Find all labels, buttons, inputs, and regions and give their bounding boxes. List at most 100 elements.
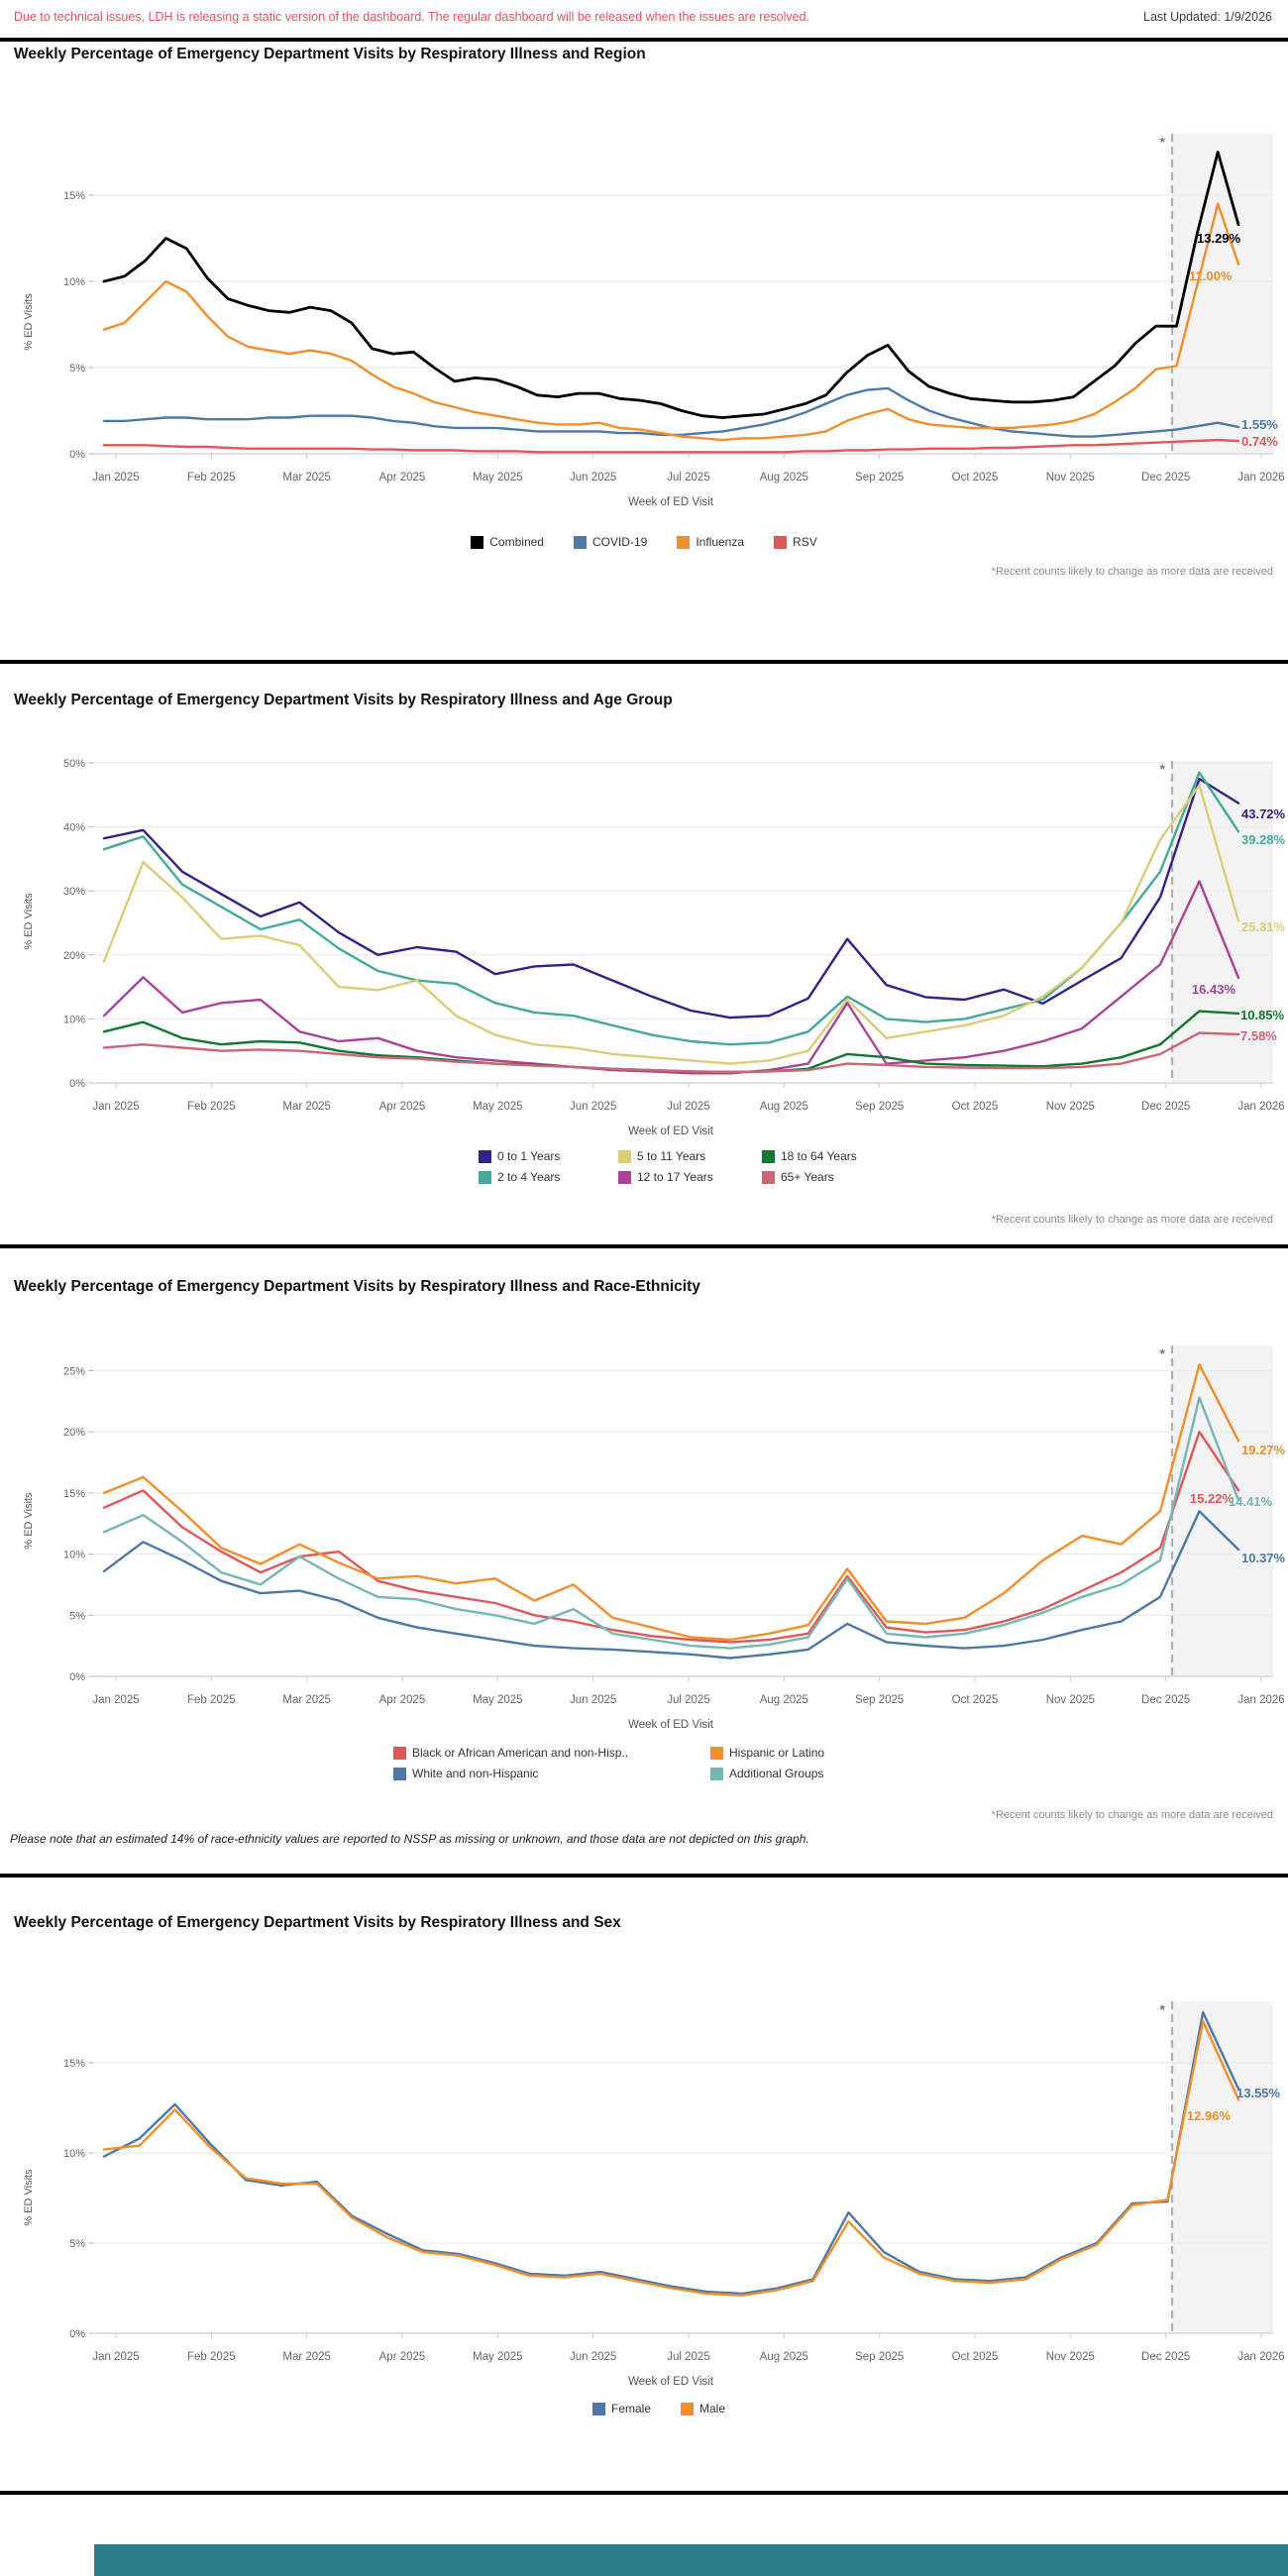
- legend-age-group: 0 to 1 Years 5 to 11 Years 18 to 64 Years 2…: [479, 1149, 930, 1184]
- legend-label: 2 to 4 Years: [497, 1170, 561, 1184]
- y-tick-label: 5%: [69, 1610, 85, 1622]
- x-tick-label: Feb 2025: [187, 472, 236, 483]
- section-divider: [0, 1874, 1288, 1878]
- forecast-region: [1172, 134, 1273, 454]
- legend-label: 18 to 64 Years: [781, 1149, 857, 1163]
- legend-label: Black or African American and non-Hisp..: [412, 1746, 629, 1760]
- legend-item-5-to-11-years: 5 to 11 Years: [618, 1149, 762, 1163]
- recent-counts-footnote: *Recent counts likely to change as more …: [991, 566, 1273, 578]
- legend-item-0-to-1-years: 0 to 1 Years: [479, 1149, 618, 1163]
- series-line: [102, 151, 1240, 419]
- series-line: [102, 1363, 1240, 1642]
- y-tick-label: 15%: [63, 190, 85, 202]
- x-tick-label: Oct 2025: [952, 2351, 999, 2363]
- forecast-region: [1172, 1345, 1273, 1676]
- x-tick-label: May 2025: [473, 1694, 523, 1706]
- series-line: [102, 438, 1240, 454]
- series-line: [102, 880, 1240, 1075]
- chart-canvas-sex: 0% 5% 10% 15% Jan 2025 Feb 2025 Mar 2025 Apr 20…: [23, 2001, 1285, 2388]
- x-tick-label: Aug 2025: [760, 1694, 808, 1706]
- end-value-label: 0.74%: [1241, 434, 1278, 449]
- forecast-region: [1172, 761, 1273, 1083]
- legend-swatch: [774, 535, 788, 549]
- x-tick-label: Nov 2025: [1046, 472, 1095, 483]
- x-tick-label: Apr 2025: [379, 1101, 426, 1113]
- y-tick-label: 40%: [63, 822, 85, 834]
- end-value-label: 10.85%: [1240, 1008, 1285, 1022]
- series-line: [102, 771, 1240, 1046]
- end-value-label: 25.31%: [1241, 919, 1286, 934]
- y-tick-label: 15%: [63, 1488, 85, 1500]
- x-tick-label: Apr 2025: [379, 472, 426, 483]
- legend-swatch: [681, 2402, 695, 2415]
- x-tick-label: Jun 2025: [570, 1694, 616, 1706]
- x-tick-label: Nov 2025: [1046, 1694, 1095, 1706]
- legend-item-white-and-non-hispanic: White and non-Hispanic: [393, 1767, 710, 1780]
- legend-item-65-years: 65+ Years: [762, 1170, 930, 1184]
- technical-issues-notice: Due to technical issues, LDH is releasin…: [14, 10, 809, 24]
- chart-title-sex: Weekly Percentage of Emergency Departmen…: [14, 1914, 621, 1931]
- legend-item-female: Female: [592, 2402, 651, 2415]
- legend-swatch: [471, 535, 484, 549]
- y-tick-label: 0%: [69, 1671, 85, 1683]
- series-line: [102, 1430, 1240, 1644]
- x-tick-label: Feb 2025: [187, 2351, 236, 2363]
- legend-race-ethnicity: Black or African American and non-Hisp..…: [393, 1746, 928, 1780]
- x-tick-label: Dec 2025: [1141, 2351, 1190, 2363]
- x-axis-title: Week of ED Visit: [628, 496, 714, 508]
- legend-swatch: [592, 2402, 605, 2415]
- end-value-label: 7.58%: [1240, 1028, 1277, 1043]
- x-tick-label: Sep 2025: [855, 2351, 904, 2363]
- series-line: [102, 386, 1240, 438]
- legend-label: 65+ Years: [781, 1170, 834, 1184]
- forecast-region: [1172, 2001, 1273, 2333]
- legend-label: Hispanic or Latino: [729, 1746, 825, 1760]
- series-line: [102, 1010, 1240, 1074]
- x-tick-label: Aug 2025: [760, 1101, 808, 1113]
- x-tick-label: May 2025: [473, 1101, 523, 1113]
- x-tick-label: Jan 2026: [1237, 472, 1284, 483]
- x-tick-label: Oct 2025: [952, 472, 999, 483]
- y-tick-label: 20%: [63, 1427, 85, 1439]
- x-tick-label: Sep 2025: [855, 1101, 904, 1113]
- forecast-star-marker: *: [1160, 2001, 1166, 2017]
- end-value-label: 13.55%: [1236, 2086, 1281, 2100]
- legend-swatch: [479, 1149, 491, 1163]
- x-tick-label: Mar 2025: [282, 472, 331, 483]
- x-tick-label: Oct 2025: [952, 1694, 999, 1706]
- x-tick-label: Jan 2025: [92, 1694, 139, 1706]
- x-tick-label: Jan 2026: [1237, 1101, 1284, 1113]
- end-value-label: 43.72%: [1241, 806, 1286, 821]
- x-tick-label: Mar 2025: [282, 2351, 331, 2363]
- chart-title-age-group: Weekly Percentage of Emergency Departmen…: [14, 692, 673, 708]
- legend-item-influenza: Influenza: [677, 535, 744, 549]
- legend-swatch: [573, 535, 587, 549]
- x-tick-label: Dec 2025: [1141, 472, 1190, 483]
- series-line: [102, 1396, 1240, 1650]
- legend-label: 0 to 1 Years: [497, 1149, 561, 1163]
- series-line: [102, 784, 1240, 1065]
- series-line: [102, 202, 1240, 442]
- legend-item-12-to-17-years: 12 to 17 Years: [618, 1170, 762, 1184]
- y-tick-label: 50%: [63, 758, 85, 770]
- x-tick-label: Apr 2025: [379, 1694, 426, 1706]
- legend-label: Combined: [489, 535, 544, 549]
- legend-label: Additional Groups: [729, 1767, 824, 1780]
- x-tick-label: Nov 2025: [1046, 1101, 1095, 1113]
- section-divider: [0, 1244, 1288, 1248]
- y-tick-label: 10%: [63, 2148, 85, 2160]
- section-divider: [0, 38, 1288, 42]
- x-tick-label: Nov 2025: [1046, 2351, 1095, 2363]
- x-tick-label: Oct 2025: [952, 1101, 999, 1113]
- x-tick-label: Jan 2026: [1237, 1694, 1284, 1706]
- legend-label: White and non-Hispanic: [412, 1767, 539, 1780]
- chart-canvas-age-group: 0% 10% 20% 30% 40% 50% Jan 2025 Feb 2025 Mar 202…: [23, 758, 1286, 1137]
- legend-swatch: [762, 1149, 775, 1163]
- y-tick-label: 10%: [63, 276, 85, 288]
- y-tick-label: 10%: [63, 1014, 85, 1025]
- x-tick-label: Sep 2025: [855, 472, 904, 483]
- end-value-label: 19.27%: [1241, 1443, 1286, 1457]
- x-tick-label: Jun 2025: [570, 2351, 616, 2363]
- race-ethnicity-missing-data-note: Please note that an estimated 14% of rac…: [10, 1832, 809, 1846]
- legend-swatch: [618, 1170, 631, 1184]
